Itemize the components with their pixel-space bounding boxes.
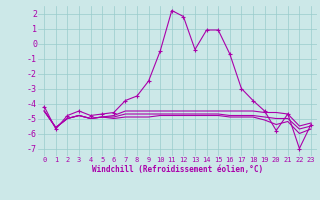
X-axis label: Windchill (Refroidissement éolien,°C): Windchill (Refroidissement éolien,°C) <box>92 165 263 174</box>
